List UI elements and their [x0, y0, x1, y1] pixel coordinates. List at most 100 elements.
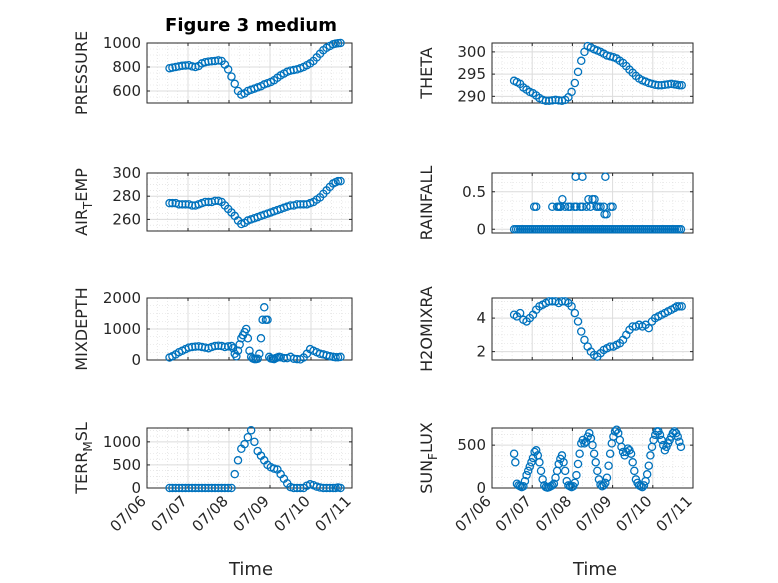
y-tick-label: 500	[457, 436, 486, 454]
data-point	[677, 80, 686, 90]
data-point	[570, 308, 580, 318]
data-point	[676, 442, 686, 452]
x-tick-label: 07/06	[107, 492, 150, 535]
data-point	[591, 458, 600, 467]
data-point	[223, 342, 233, 351]
data-point	[673, 432, 682, 441]
data-point	[544, 297, 554, 306]
y-tick-label: 2000	[103, 289, 141, 307]
axes-box	[146, 427, 353, 489]
y-tick-label: 2	[476, 343, 486, 361]
data-point	[230, 469, 239, 479]
y-tick-label: 1000	[103, 433, 141, 451]
data-point	[333, 176, 343, 186]
data-point	[630, 466, 639, 476]
data-point	[531, 202, 541, 211]
y-tick-label: 1000	[103, 320, 141, 338]
data-point	[589, 449, 599, 458]
data-point	[575, 449, 584, 458]
y-tick-label: 500	[112, 456, 141, 474]
data-point	[528, 453, 538, 463]
y-axis-label: MIXDEPTH	[72, 287, 91, 370]
chart-panel-3: 0 0.5 RAINFALL	[417, 166, 694, 241]
y-axis-label: AIRTEMP	[72, 168, 95, 236]
data-point	[554, 459, 563, 469]
data-point	[642, 470, 652, 479]
y-tick-label: 800	[112, 58, 141, 76]
x-tick-label: 07/10	[612, 492, 655, 535]
data-point	[655, 430, 665, 440]
data-point	[551, 95, 560, 105]
data-point	[602, 473, 612, 482]
y-axis-label: RAINFALL	[417, 166, 436, 241]
data-point	[554, 96, 563, 105]
data-point	[552, 466, 562, 476]
x-tick-label: 07/09	[230, 492, 273, 535]
axes-box	[146, 172, 353, 232]
data-point	[336, 176, 345, 186]
data-point	[527, 458, 536, 467]
data-point	[538, 475, 547, 484]
data-point	[522, 470, 531, 480]
data-point	[253, 354, 262, 364]
x-axis-label-left: Time	[228, 559, 273, 580]
data-point	[165, 198, 174, 208]
data-point	[570, 78, 580, 88]
chart-panel-2: 260 280 300 AIRTEMP	[72, 164, 353, 236]
data-point	[582, 202, 591, 211]
data-point	[535, 458, 544, 467]
data-point	[511, 458, 520, 467]
data-point	[233, 346, 243, 355]
data-point	[531, 446, 541, 455]
y-tick-label: 4	[476, 309, 486, 327]
data-point	[560, 202, 570, 211]
data-point	[525, 462, 535, 471]
y-axis-label: PRESSURE	[72, 31, 91, 115]
y-axis-label: SUNFLUX	[417, 422, 440, 494]
y-axis-label: TERRMSL	[72, 422, 95, 495]
data-point	[548, 202, 557, 211]
data-point	[240, 439, 249, 449]
data-point	[227, 483, 236, 493]
data-point	[676, 224, 686, 234]
data-point	[233, 456, 243, 465]
data-point	[223, 65, 233, 74]
data-point	[246, 426, 256, 435]
data-point	[573, 67, 583, 77]
data-point	[227, 72, 236, 81]
y-axis-label: H2OMIXRA	[417, 286, 436, 372]
data-point	[536, 466, 546, 476]
data-point	[223, 483, 233, 493]
y-tick-label: 0	[476, 479, 486, 497]
data-point	[559, 458, 568, 467]
axes-box	[146, 42, 353, 104]
x-axis-label-right: Time	[572, 559, 617, 580]
data-point	[255, 349, 264, 359]
data-point	[672, 302, 682, 311]
data-point	[654, 80, 663, 90]
x-tick-label: 07/08	[532, 492, 575, 535]
data-point	[325, 352, 335, 361]
data-point	[585, 428, 594, 438]
data-point	[578, 172, 587, 181]
data-point	[677, 302, 686, 311]
data-point	[519, 482, 528, 491]
chart-panel-1: 290 295 300 THETA	[417, 41, 694, 105]
data-point	[608, 202, 617, 211]
data-point	[165, 483, 174, 493]
x-tick-label: 07/07	[492, 492, 535, 535]
data-point	[235, 340, 244, 349]
x-tick-label: 07/08	[189, 492, 232, 535]
data-point	[241, 324, 251, 334]
chart-panel-4: 0 1000 2000 MIXDEPTH	[72, 287, 353, 371]
data-point	[515, 308, 525, 318]
data-point	[660, 80, 670, 90]
x-tick-label: 07/07	[148, 492, 191, 535]
data-point	[644, 461, 654, 470]
data-point	[663, 80, 673, 89]
data-point	[567, 87, 576, 97]
chart-panel-0: 600 800 1000 PRESSURE	[72, 31, 353, 115]
axes-box	[491, 297, 694, 361]
y-tick-label: 0	[131, 351, 141, 369]
data-point	[232, 352, 241, 361]
